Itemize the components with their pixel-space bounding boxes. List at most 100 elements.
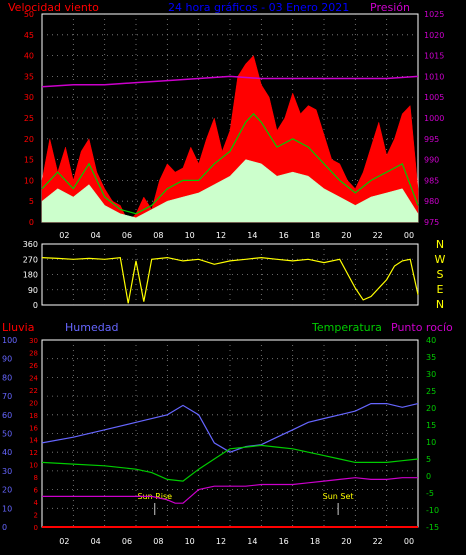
rain-tick-label: 18 bbox=[29, 412, 38, 420]
x-tick-label: 10 bbox=[185, 537, 195, 546]
y-left-tick-label: 50 bbox=[24, 10, 34, 19]
humidity-tick-label: 60 bbox=[2, 411, 12, 420]
temperature-tick-label: -15 bbox=[426, 523, 439, 532]
humidity-line bbox=[41, 403, 419, 453]
humidity-label: Humedad bbox=[65, 321, 118, 334]
x-tick-label: 08 bbox=[153, 537, 163, 546]
x-tick-label: 12 bbox=[216, 537, 226, 546]
x-tick-label: 22 bbox=[373, 537, 383, 546]
y-right-tick-label: 1020 bbox=[424, 31, 444, 40]
direction-tick-label: 270 bbox=[23, 255, 38, 264]
temperature-tick-label: 15 bbox=[426, 421, 436, 430]
pressure-line bbox=[41, 75, 419, 88]
x-tick-label: 18 bbox=[310, 231, 320, 240]
humidity-tick-label: 0 bbox=[2, 523, 7, 532]
rain-tick-label: 30 bbox=[29, 337, 38, 345]
compass-label: N bbox=[436, 238, 444, 251]
humidity-tick-label: 70 bbox=[2, 392, 12, 401]
rain-tick-label: 6 bbox=[34, 487, 39, 495]
humidity-tick-label: 30 bbox=[2, 467, 12, 476]
y-left-tick-label: 15 bbox=[24, 156, 34, 165]
chart-title: 24 hora gráficos - 03 Enero 2021 bbox=[168, 1, 349, 14]
x-tick-label: 10 bbox=[185, 231, 195, 240]
humidity-tick-label: 40 bbox=[2, 448, 12, 457]
y-right-tick-label: 980 bbox=[424, 197, 439, 206]
y-left-tick-label: 20 bbox=[24, 135, 34, 144]
temperature-tick-label: -5 bbox=[426, 489, 434, 498]
temperature-tick-label: 0 bbox=[426, 472, 431, 481]
x-tick-label: 20 bbox=[341, 231, 351, 240]
wind-direction-line bbox=[41, 256, 419, 304]
sun-annotation-label: Sun Set bbox=[323, 492, 354, 501]
y-right-tick-label: 1005 bbox=[424, 93, 444, 102]
rain-tick-label: 16 bbox=[29, 424, 38, 432]
x-tick-label: 02 bbox=[59, 231, 69, 240]
rain-tick-label: 14 bbox=[29, 437, 38, 445]
y-right-tick-label: 1010 bbox=[424, 72, 444, 81]
x-tick-label: 06 bbox=[122, 231, 132, 240]
humidity-tick-label: 50 bbox=[2, 430, 12, 439]
x-tick-label: 16 bbox=[279, 231, 289, 240]
temperature-tick-label: -10 bbox=[426, 506, 439, 515]
x-tick-label: 04 bbox=[91, 231, 101, 240]
y-right-tick-label: 1025 bbox=[424, 10, 444, 19]
temperature-tick-label: 20 bbox=[426, 404, 436, 413]
y-left-tick-label: 35 bbox=[24, 72, 34, 81]
y-right-tick-label: 1000 bbox=[424, 114, 444, 123]
temperature-tick-label: 25 bbox=[426, 387, 436, 396]
y-left-tick-label: 40 bbox=[24, 52, 34, 61]
wind-avg-area bbox=[41, 159, 419, 223]
humidity-temperature-panel: Lluvia Humedad Temperatura Punto rocío 0… bbox=[2, 321, 453, 546]
x-tick-label: 04 bbox=[91, 537, 101, 546]
temperature-line bbox=[41, 444, 419, 482]
y-left-tick-label: 45 bbox=[24, 31, 34, 40]
compass-label: N bbox=[436, 298, 444, 311]
y-right-tick-label: 975 bbox=[424, 218, 439, 227]
x-tick-label: 08 bbox=[153, 231, 163, 240]
compass-label: E bbox=[437, 283, 444, 296]
x-tick-label: 06 bbox=[122, 537, 132, 546]
rain-tick-label: 10 bbox=[29, 462, 38, 470]
direction-tick-label: 90 bbox=[28, 286, 38, 295]
rain-tick-label: 26 bbox=[29, 362, 38, 370]
direction-tick-label: 360 bbox=[23, 240, 38, 249]
temperature-tick-label: 35 bbox=[426, 353, 436, 362]
compass-label: W bbox=[435, 253, 446, 266]
y-right-tick-label: 990 bbox=[424, 156, 439, 165]
temperature-tick-label: 10 bbox=[426, 438, 436, 447]
rain-tick-label: 28 bbox=[29, 349, 38, 357]
y-right-tick-label: 995 bbox=[424, 135, 439, 144]
direction-tick-label: 0 bbox=[33, 301, 38, 310]
temperature-label: Temperatura bbox=[311, 321, 382, 334]
rain-tick-label: 22 bbox=[29, 387, 38, 395]
wind-max-area bbox=[41, 55, 419, 223]
x-tick-label: 12 bbox=[216, 231, 226, 240]
rain-tick-label: 2 bbox=[34, 512, 38, 520]
compass-label: S bbox=[437, 268, 444, 281]
humidity-tick-label: 20 bbox=[2, 486, 12, 495]
x-tick-label: 14 bbox=[247, 231, 257, 240]
direction-tick-label: 180 bbox=[23, 271, 38, 280]
temperature-tick-label: 5 bbox=[426, 455, 431, 464]
rain-tick-label: 8 bbox=[34, 474, 38, 482]
x-tick-label: 16 bbox=[279, 537, 289, 546]
wind-pressure-panel: Velocidad viento 24 hora gráficos - 03 E… bbox=[8, 1, 444, 240]
plot-frame bbox=[41, 339, 419, 528]
wind-gust-line bbox=[41, 112, 419, 215]
pressure-label: Presión bbox=[370, 1, 410, 14]
y-left-tick-label: 0 bbox=[29, 218, 34, 227]
rain-tick-label: 4 bbox=[34, 499, 39, 507]
rain-tick-label: 20 bbox=[29, 399, 38, 407]
humidity-tick-label: 10 bbox=[2, 504, 12, 513]
x-tick-label: 22 bbox=[373, 231, 383, 240]
x-tick-label: 02 bbox=[59, 537, 69, 546]
x-tick-label: 00 bbox=[404, 231, 414, 240]
rain-label: Lluvia bbox=[2, 321, 34, 334]
x-tick-label: 00 bbox=[404, 537, 414, 546]
x-tick-label: 14 bbox=[247, 537, 257, 546]
temperature-tick-label: 40 bbox=[426, 336, 436, 345]
humidity-tick-label: 90 bbox=[2, 355, 12, 364]
x-tick-label: 18 bbox=[310, 537, 320, 546]
